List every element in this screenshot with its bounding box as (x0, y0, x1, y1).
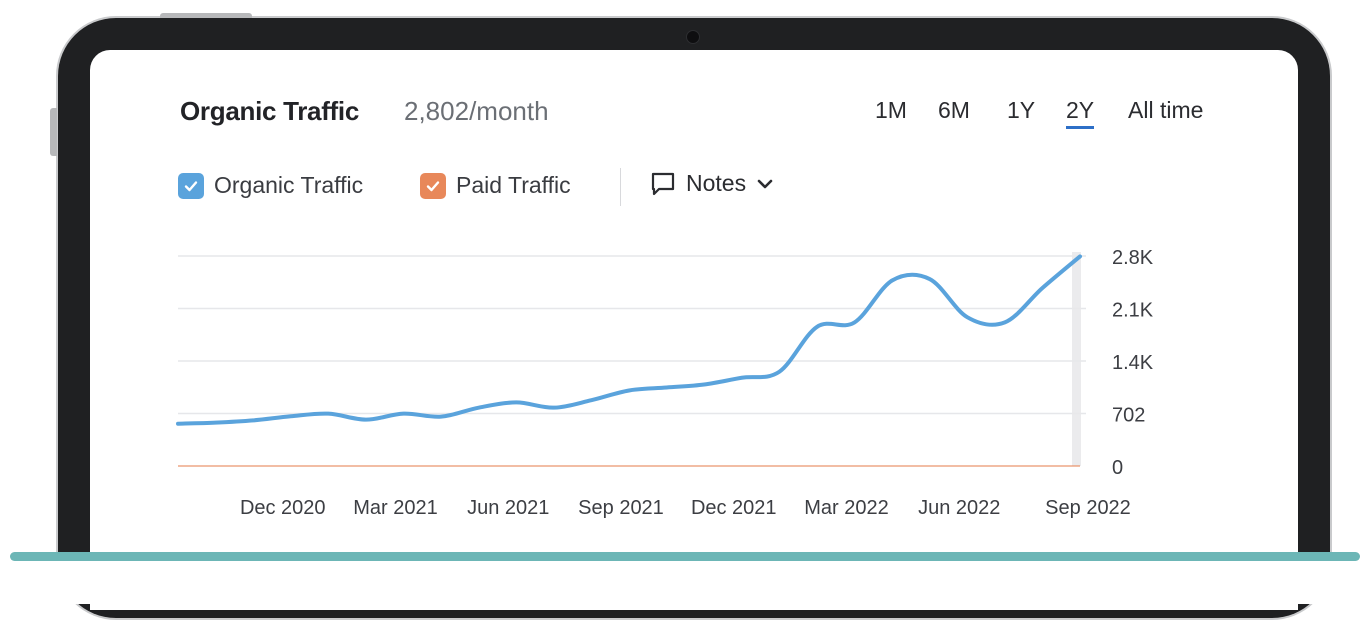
page-bottom (0, 561, 1368, 604)
range-1m[interactable]: 1M (875, 97, 907, 123)
range-6m[interactable]: 6M (938, 97, 970, 123)
traffic-chart: 0 702 1.4K 2.1K 2.8K Dec 2020 Mar 2021 Jun 2021… (176, 247, 1154, 519)
legend-organic-label: Organic Traffic (214, 172, 364, 198)
notes-label: Notes (686, 170, 747, 196)
checkbox-checked-icon[interactable] (420, 172, 446, 199)
screen: Organic Traffic 2,802/month 1M 6M 1Y 2Y … (90, 50, 1298, 610)
y-tick-label: 2.1K (1112, 300, 1154, 322)
device-side-button (50, 108, 57, 156)
chevron-down-icon (757, 179, 773, 188)
y-tick-label: 1.4K (1112, 352, 1154, 374)
x-tick-label: Mar 2021 (353, 497, 438, 519)
teal-divider (10, 552, 1360, 561)
camera-icon (686, 30, 700, 44)
checkbox-checked-icon[interactable] (178, 172, 204, 199)
device-top-button (160, 13, 252, 19)
traffic-value: 2,802/month (404, 96, 549, 126)
notes-dropdown[interactable]: Notes (650, 170, 784, 197)
range-1y[interactable]: 1Y (1007, 97, 1036, 123)
y-tick-label: 702 (1112, 405, 1145, 427)
range-all-time[interactable]: All time (1128, 97, 1204, 123)
y-tick-label: 0 (1112, 457, 1123, 479)
page-title: Organic Traffic (180, 96, 359, 126)
x-tick-label: Dec 2021 (691, 497, 777, 519)
x-tick-label: Sep 2021 (578, 497, 664, 519)
x-tick-label: Mar 2022 (804, 497, 889, 519)
legend-divider (620, 168, 621, 206)
legend-paid-label: Paid Traffic (456, 172, 571, 198)
y-tick-label: 2.8K (1112, 247, 1154, 269)
x-tick-label: Jun 2021 (467, 497, 549, 519)
range-2y[interactable]: 2Y (1066, 97, 1095, 129)
legend-organic[interactable]: Organic Traffic (178, 172, 363, 199)
x-tick-label: Sep 2022 (1045, 497, 1131, 519)
comment-icon (651, 172, 675, 195)
organic-traffic-line (176, 254, 1082, 426)
hover-cursor (1072, 252, 1081, 466)
x-tick-label: Jun 2022 (918, 497, 1000, 519)
x-tick-label: Dec 2020 (240, 497, 326, 519)
legend-paid[interactable]: Paid Traffic (420, 172, 571, 199)
